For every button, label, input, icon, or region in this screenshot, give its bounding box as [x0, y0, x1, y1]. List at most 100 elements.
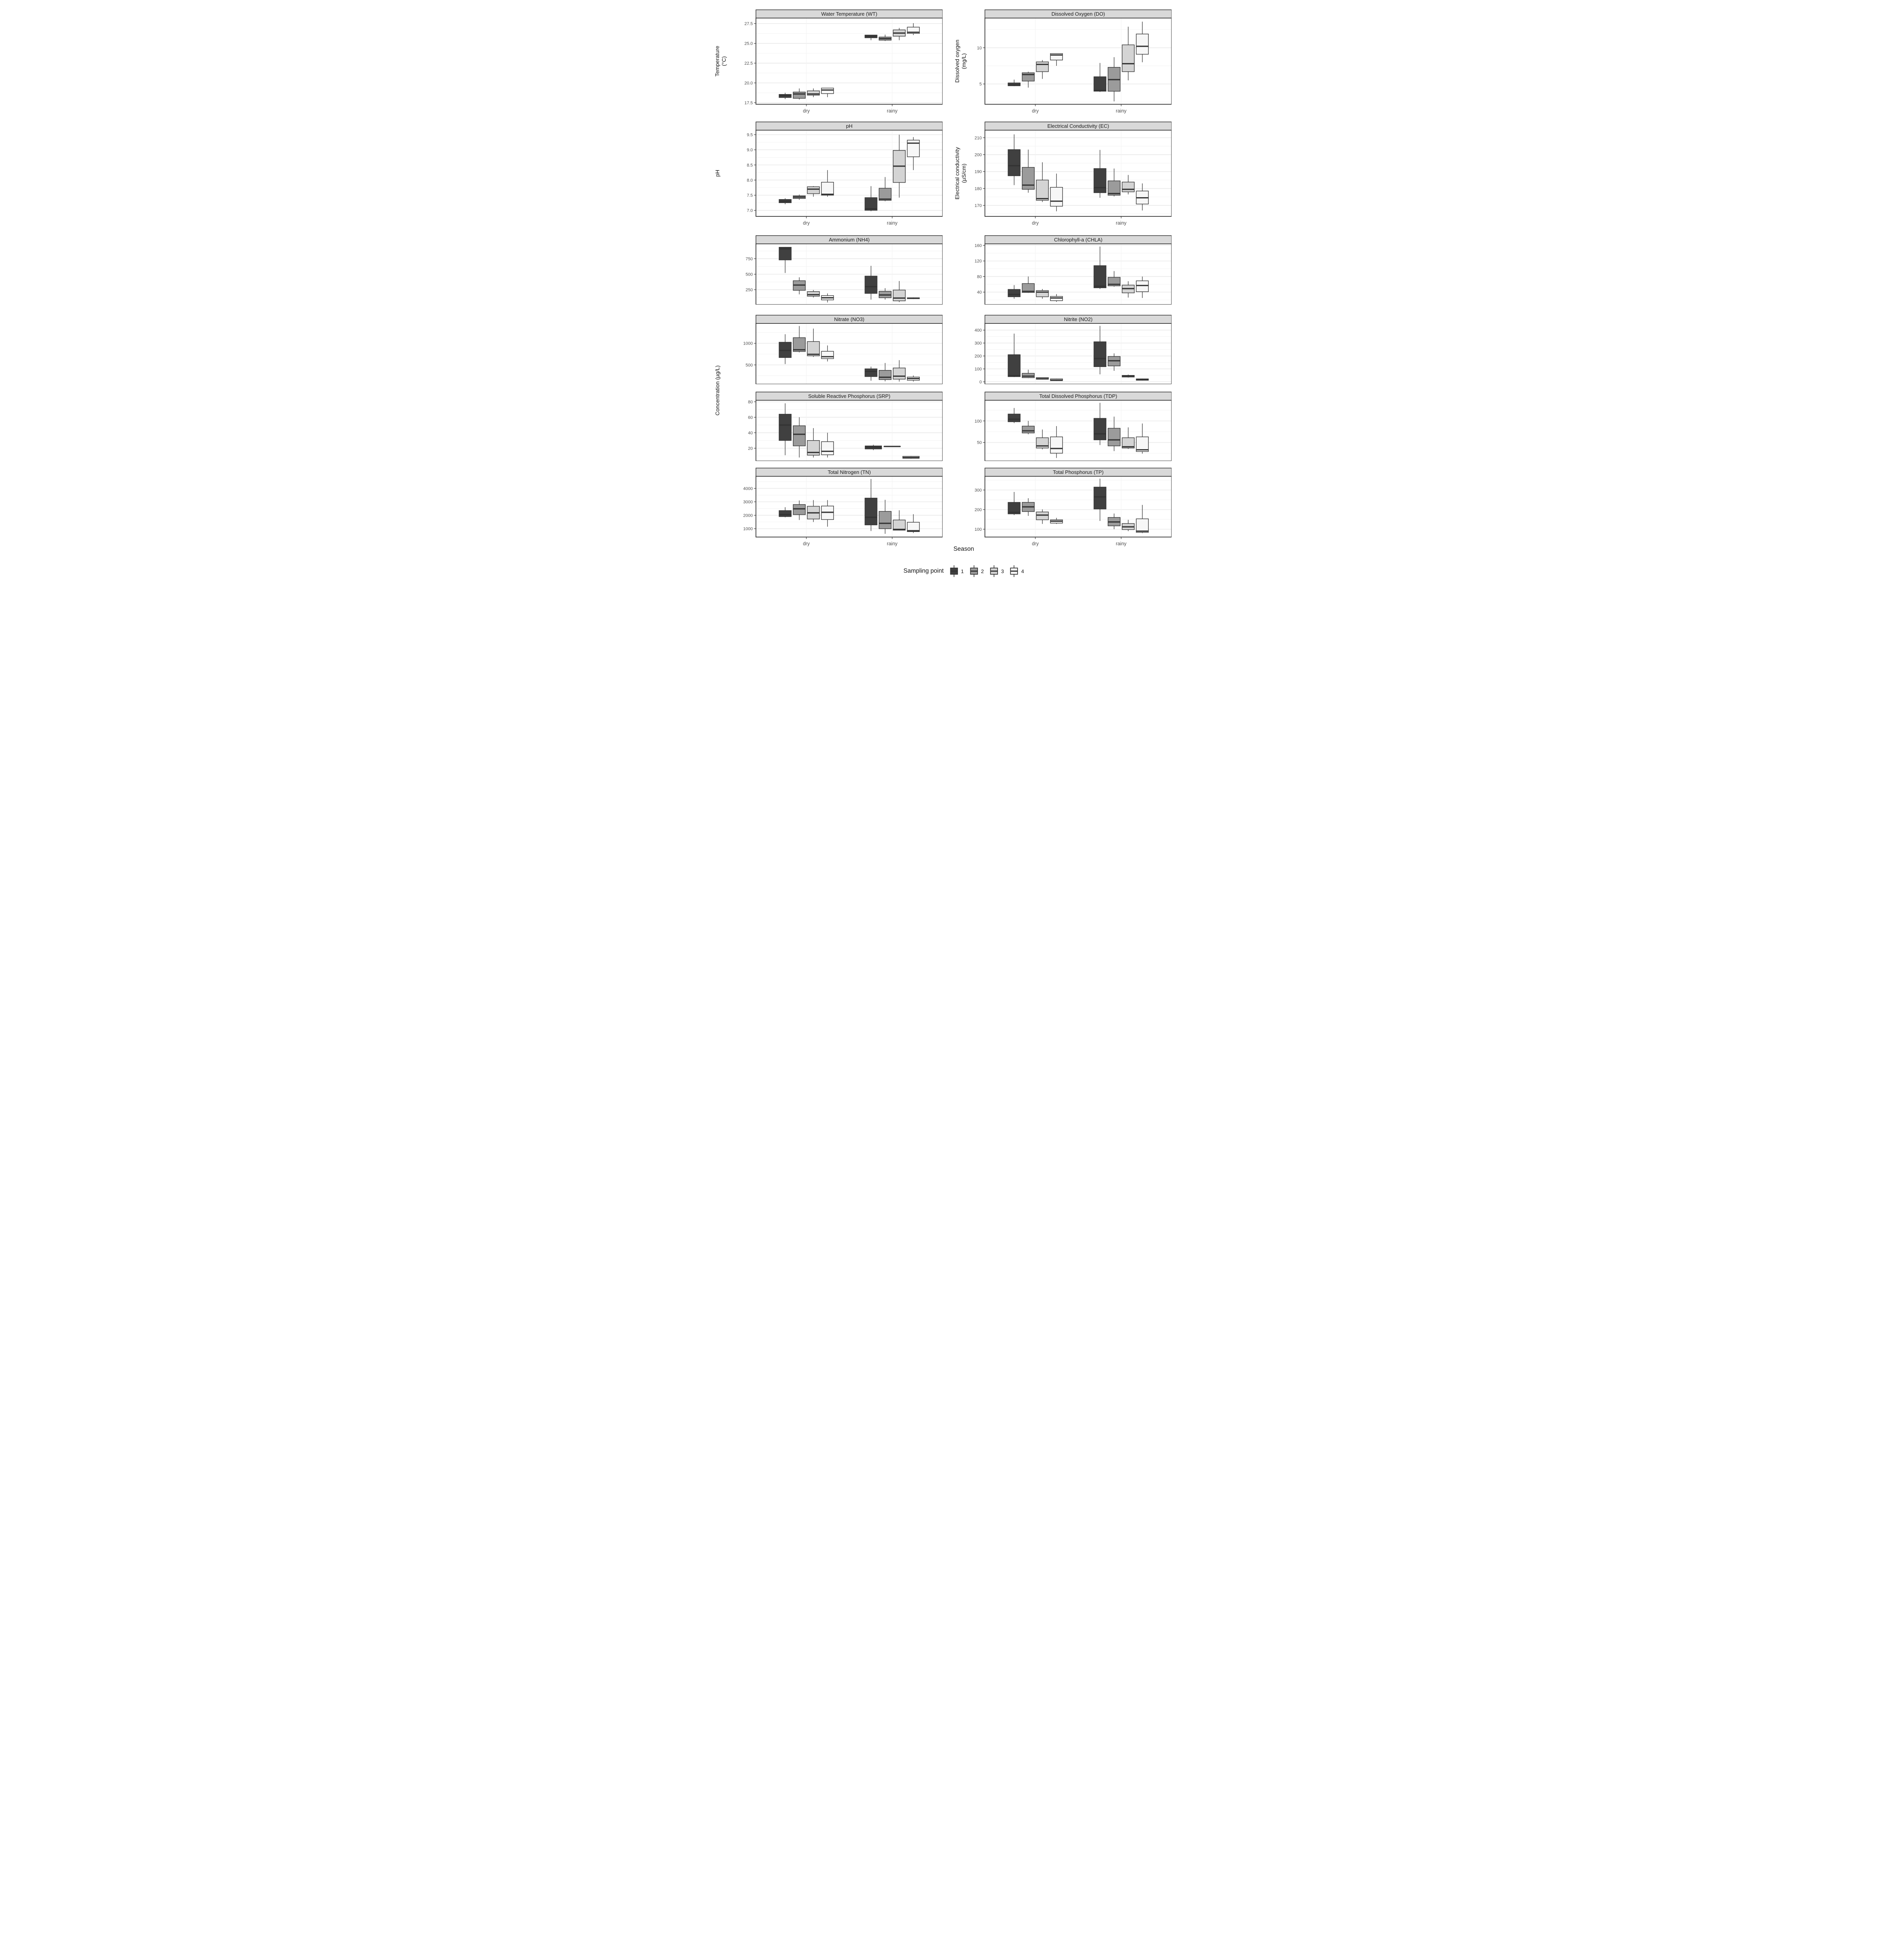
boxplot-dry-point-1 — [779, 334, 792, 364]
panel-title: Total Phosphorus (TP) — [1053, 469, 1103, 475]
legend-key-glyph-2 — [970, 565, 978, 577]
boxplot-dry-point-3 — [1036, 162, 1049, 202]
x-tick-label: dry — [1032, 541, 1039, 546]
x-tick-label: dry — [803, 108, 810, 114]
boxplot-rainy-point-1 — [865, 479, 877, 531]
box — [893, 290, 906, 301]
boxplot-dry-point-1 — [1008, 492, 1021, 515]
panel-total-dissolved-phosphorus-tdp-: 50 100 Total Dissolved Phosphorus (TDP) — [975, 392, 1172, 461]
panel-title: Total Nitrogen (TN) — [828, 469, 871, 475]
boxplot-rainy-point-1 — [865, 186, 877, 211]
legend: Sampling point 1 2 3 4 — [903, 564, 1024, 578]
y-tick-label: 20 — [748, 446, 753, 451]
legend-key-glyph-1 — [950, 565, 958, 577]
panel-title: Soluble Reactive Phosphorus (SRP) — [808, 393, 890, 399]
y-tick-label: 8.5 — [747, 163, 753, 168]
boxplot-rainy-point-1 — [865, 34, 877, 40]
boxplot-dry-point-3 — [807, 500, 820, 522]
boxplot-rainy-point-2 — [879, 500, 892, 534]
boxplot-dry-point-4 — [1050, 378, 1063, 381]
box — [865, 497, 877, 525]
boxplot-dry-point-2 — [1022, 276, 1035, 293]
boxplot-dry-point-2 — [793, 417, 806, 458]
boxplot-rainy-point-1 — [865, 266, 877, 300]
y-tick-label: 5 — [979, 82, 982, 87]
y-tick-label: 100 — [975, 419, 982, 424]
y-tick-label: 100 — [975, 527, 982, 532]
legend-title: Sampling point — [903, 568, 944, 574]
boxplot-dry-point-4 — [1050, 173, 1063, 212]
axis-label-ph: pH — [714, 170, 721, 177]
x-tick-label: rainy — [887, 108, 898, 114]
box — [1008, 354, 1021, 377]
box — [1122, 181, 1135, 192]
x-tick-label: dry — [1032, 108, 1039, 114]
panel-chlorophyll-a-chla-: 40 80 120 160 Chlorophyll-a (CHLA) — [975, 235, 1172, 305]
boxplot-dry-point-2 — [1022, 498, 1035, 516]
box — [1108, 180, 1121, 196]
boxplot-rainy-point-2 — [1108, 271, 1121, 287]
panel-title: Water Temperature (WT) — [821, 11, 877, 17]
boxplot-dry-point-4 — [821, 432, 834, 458]
boxplot-dry-point-3 — [1036, 377, 1049, 380]
box — [1036, 62, 1049, 72]
box — [1050, 436, 1063, 454]
panel-title: Chlorophyll-a (CHLA) — [1054, 237, 1103, 243]
boxplot-dry-point-1 — [779, 507, 792, 517]
boxplot-rainy-point-4 — [1136, 276, 1149, 298]
legend-key-4: 4 — [1010, 564, 1024, 578]
y-tick-label: 200 — [975, 153, 982, 158]
box — [1136, 436, 1149, 452]
x-tick-label: rainy — [887, 541, 898, 546]
boxplot-rainy-point-3 — [893, 28, 906, 40]
box — [1136, 33, 1149, 55]
panel-title: Dissolved Oxygen (DO) — [1052, 11, 1105, 17]
panel-total-phosphorus-tp-: 100 200 300 Total Phosphorus (TP) dry rainy — [975, 468, 1172, 546]
strip — [756, 468, 943, 477]
y-tick-label: 8.0 — [747, 178, 753, 183]
panel-soluble-reactive-phosphorus-srp-: 20 40 60 80 Soluble Reactive Phosphorus (SRP… — [748, 392, 943, 461]
box — [1094, 418, 1106, 440]
y-tick-label: 1000 — [743, 527, 753, 532]
panel-title: Nitrate (NO3) — [834, 316, 864, 322]
boxplot-rainy-point-1 — [1094, 326, 1106, 374]
box — [1008, 414, 1021, 422]
legend-keys: 1 2 3 4 — [949, 564, 1024, 578]
boxplot-rainy-point-3 — [893, 134, 906, 198]
boxplot-dry-point-2 — [1022, 370, 1035, 378]
strip — [756, 122, 943, 131]
box — [1094, 76, 1106, 92]
box — [907, 522, 920, 532]
box — [779, 510, 792, 517]
box — [1122, 44, 1135, 72]
panel-water-temperature-wt-: 17.5 20.0 22.5 25.0 27.5 Water Temperature (W… — [745, 9, 943, 114]
panel-ph: 7.0 7.5 8.0 8.5 9.0 9.5 pH dry rainy — [747, 122, 943, 226]
boxplot-rainy-point-1 — [1094, 479, 1106, 521]
x-tick-label: rainy — [1116, 220, 1127, 226]
boxplot-rainy-point-2 — [1108, 168, 1121, 197]
box — [793, 504, 806, 515]
box — [1036, 512, 1049, 520]
box — [865, 368, 877, 377]
axis-label-dissolved-oxygen: Dissolved oxygen (mg/L) — [954, 40, 967, 83]
boxplot-rainy-point-2 — [879, 363, 892, 381]
panel-nitrate-no3-: 500 1000 Nitrate (NO3) — [743, 315, 943, 384]
boxplot-dry-point-2 — [793, 88, 806, 100]
boxplot-rainy-point-4 — [1136, 423, 1149, 454]
y-tick-label: 100 — [975, 367, 982, 372]
boxplot-dry-point-2 — [1022, 421, 1035, 434]
boxplot-rainy-point-3 — [1122, 281, 1135, 298]
boxplot-rainy-point-3 — [1122, 175, 1135, 194]
boxplot-dry-point-3 — [807, 88, 820, 97]
y-tick-label: 210 — [975, 136, 982, 140]
box — [1094, 341, 1106, 367]
y-tick-label: 20.0 — [745, 81, 753, 86]
boxplot-rainy-point-4 — [907, 297, 920, 299]
boxplot-rainy-point-3 — [893, 510, 906, 531]
boxplot-dry-point-3 — [1036, 60, 1049, 79]
boxplot-dry-point-4 — [821, 500, 834, 527]
y-tick-label: 170 — [975, 203, 982, 208]
box — [879, 188, 892, 201]
box — [779, 414, 792, 441]
boxplot-dry-point-4 — [821, 170, 834, 197]
